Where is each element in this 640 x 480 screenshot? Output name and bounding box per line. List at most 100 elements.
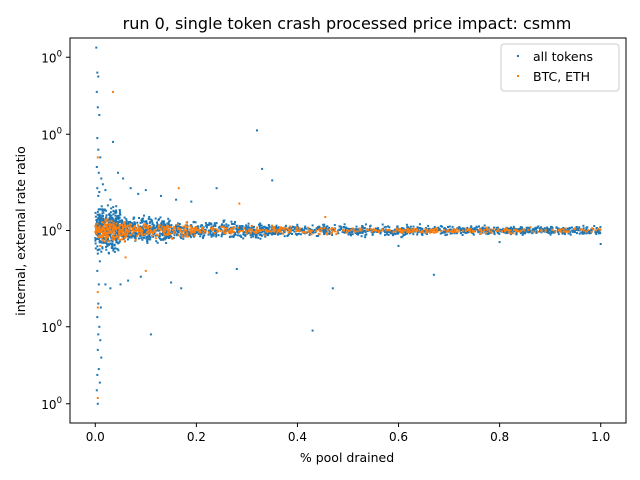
band-point [164,238,167,241]
band-point [183,229,186,232]
band-point [242,237,245,240]
band-point [210,226,213,229]
band-point [105,248,108,251]
band-point [207,233,210,236]
band-point [150,218,153,221]
band-point [131,228,134,231]
band-point [145,237,148,240]
band-point [142,236,145,239]
band-point [478,225,480,228]
band-point [234,221,236,223]
band-point [140,231,143,234]
band-point [215,222,218,225]
band-point [123,216,126,219]
band-point [545,227,548,230]
band-point [584,230,587,233]
band-point [251,232,254,235]
data-point [137,192,140,195]
band-point [580,231,583,234]
band-point [538,227,541,230]
band-point [532,230,535,233]
band-point [183,228,186,231]
band-point [159,216,162,219]
band-point [293,228,296,230]
band-point [567,229,570,232]
band-point [277,227,280,230]
band-point [146,222,149,225]
band-point [360,229,363,232]
band-point [95,238,98,241]
legend-box [500,43,620,92]
band-point [513,229,516,231]
band-point [95,219,98,222]
band-point [471,231,474,233]
band-point [157,226,160,229]
band-point [311,224,314,227]
band-point [488,228,491,231]
band-point [192,227,195,230]
data-point [256,129,258,132]
band-point [97,216,100,219]
band-point [96,230,99,233]
band-point [95,231,98,234]
data-point [96,137,99,140]
band-point [240,236,243,238]
band-point [241,229,244,232]
band-point [109,216,112,219]
band-point [550,231,553,234]
band-point [105,223,108,226]
band-point [506,229,509,231]
band-point [217,234,220,237]
band-point [98,224,101,227]
band-point [110,220,113,222]
band-point [177,228,180,231]
band-point [157,229,160,232]
band-point [410,228,413,231]
band-point [359,231,362,234]
band-point [517,230,520,233]
band-point [242,233,245,236]
band-point [98,218,101,221]
band-point [466,226,469,229]
band-point [129,234,132,236]
data-point [97,283,100,286]
band-point [505,227,508,230]
band-point [150,234,153,237]
band-point [351,228,354,231]
band-point [98,231,101,233]
band-point [401,235,404,238]
band-point [96,231,99,234]
band-point [293,226,296,229]
band-point [236,234,239,237]
band-point [124,228,127,231]
band-point [94,239,97,242]
band-point [112,226,115,229]
band-point [454,230,457,233]
band-point [518,229,521,232]
band-point [110,227,113,230]
band-point [132,223,135,226]
band-point [147,229,150,232]
data-point [95,389,98,392]
band-point [535,231,538,234]
band-point [163,226,166,229]
band-point [97,217,100,220]
band-point [167,232,169,235]
band-point [546,226,549,229]
band-point [561,231,564,234]
band-point [230,222,233,225]
band-point [591,227,594,230]
band-point [104,230,107,232]
band-point [469,231,472,233]
band-point [528,227,531,230]
band-point [114,236,117,239]
band-point [582,227,585,230]
band-point [509,229,512,232]
band-point [471,227,474,230]
band-point [130,223,132,226]
band-point [176,223,179,226]
band-point [99,221,101,224]
band-point [154,217,157,220]
band-point [347,230,350,232]
band-point [579,228,581,231]
